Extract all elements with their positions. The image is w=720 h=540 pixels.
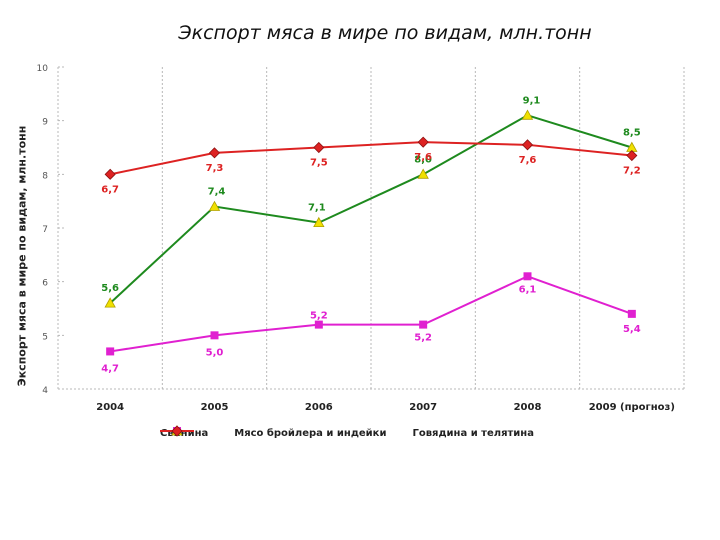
chart-title: Экспорт мяса в мире по видам, млн.тонн — [178, 22, 592, 44]
data-label: 8,5 — [623, 128, 641, 139]
data-label: 7,1 — [308, 203, 326, 214]
y-tick-label: 10 — [37, 64, 49, 74]
legend-item-beef: Говядина и телятина — [160, 425, 534, 439]
x-tick-label: 2005 — [201, 402, 229, 413]
y-tick-label: 4 — [42, 386, 48, 396]
x-tick-label: 2004 — [96, 402, 124, 413]
data-label: 9,1 — [523, 95, 541, 106]
data-point — [313, 216, 325, 228]
data-label: 8,0 — [414, 154, 432, 165]
data-point — [210, 331, 219, 340]
y-tick-label: 8 — [42, 171, 48, 181]
data-label: 5,2 — [414, 333, 432, 344]
data-point — [208, 200, 221, 211]
legend-swatch-beef — [160, 425, 194, 437]
data-point — [521, 109, 534, 120]
data-label: 5,6 — [101, 283, 119, 294]
series-line-1 — [109, 114, 633, 304]
data-label: 5,2 — [310, 311, 328, 322]
data-point — [419, 320, 428, 329]
data-point — [106, 347, 115, 356]
data-point — [417, 136, 429, 148]
data-point — [523, 272, 532, 281]
data-point — [626, 149, 638, 162]
x-tick-label: 2008 — [514, 402, 542, 413]
data-label: 5,4 — [623, 324, 641, 335]
legend-label-pork: Свинина — [160, 427, 209, 439]
data-point — [521, 139, 534, 151]
data-point — [208, 147, 221, 159]
data-label: 7,6 — [519, 155, 537, 166]
legend-label-poultry: Мясо бройлера и индейки — [234, 427, 387, 439]
data-point — [313, 141, 325, 154]
data-label: 7,3 — [206, 163, 224, 174]
legend-item-poultry: Мясо бройлера и индейки — [160, 425, 387, 439]
data-point — [104, 297, 116, 308]
data-label: 5,0 — [206, 347, 224, 358]
data-label: 7,6 — [414, 152, 432, 163]
x-tick-label: 2009 (прогноз) — [589, 402, 675, 413]
legend-label-beef: Говядина и телятина — [412, 427, 534, 439]
data-point — [104, 168, 116, 180]
data-label: 6,1 — [519, 284, 537, 295]
data-label: 7,2 — [623, 166, 641, 177]
series-line-0 — [110, 275, 633, 353]
data-label: 6,7 — [101, 184, 119, 195]
data-label: 7,4 — [208, 187, 226, 198]
series-line-2 — [109, 141, 632, 176]
y-tick-label: 7 — [42, 225, 48, 235]
data-label: 7,5 — [310, 158, 328, 169]
legend: Свинина Мясо бройлера и индейки Говядина… — [160, 425, 534, 441]
y-tick-label: 9 — [42, 118, 48, 128]
y-tick-label: 6 — [42, 279, 48, 289]
y-tick-label: 5 — [42, 332, 48, 342]
x-tick-label: 2006 — [305, 402, 333, 413]
data-point — [627, 309, 636, 318]
data-label: 4,7 — [101, 363, 119, 374]
data-point — [417, 168, 429, 179]
x-tick-label: 2007 — [409, 402, 437, 413]
data-point — [314, 320, 323, 329]
